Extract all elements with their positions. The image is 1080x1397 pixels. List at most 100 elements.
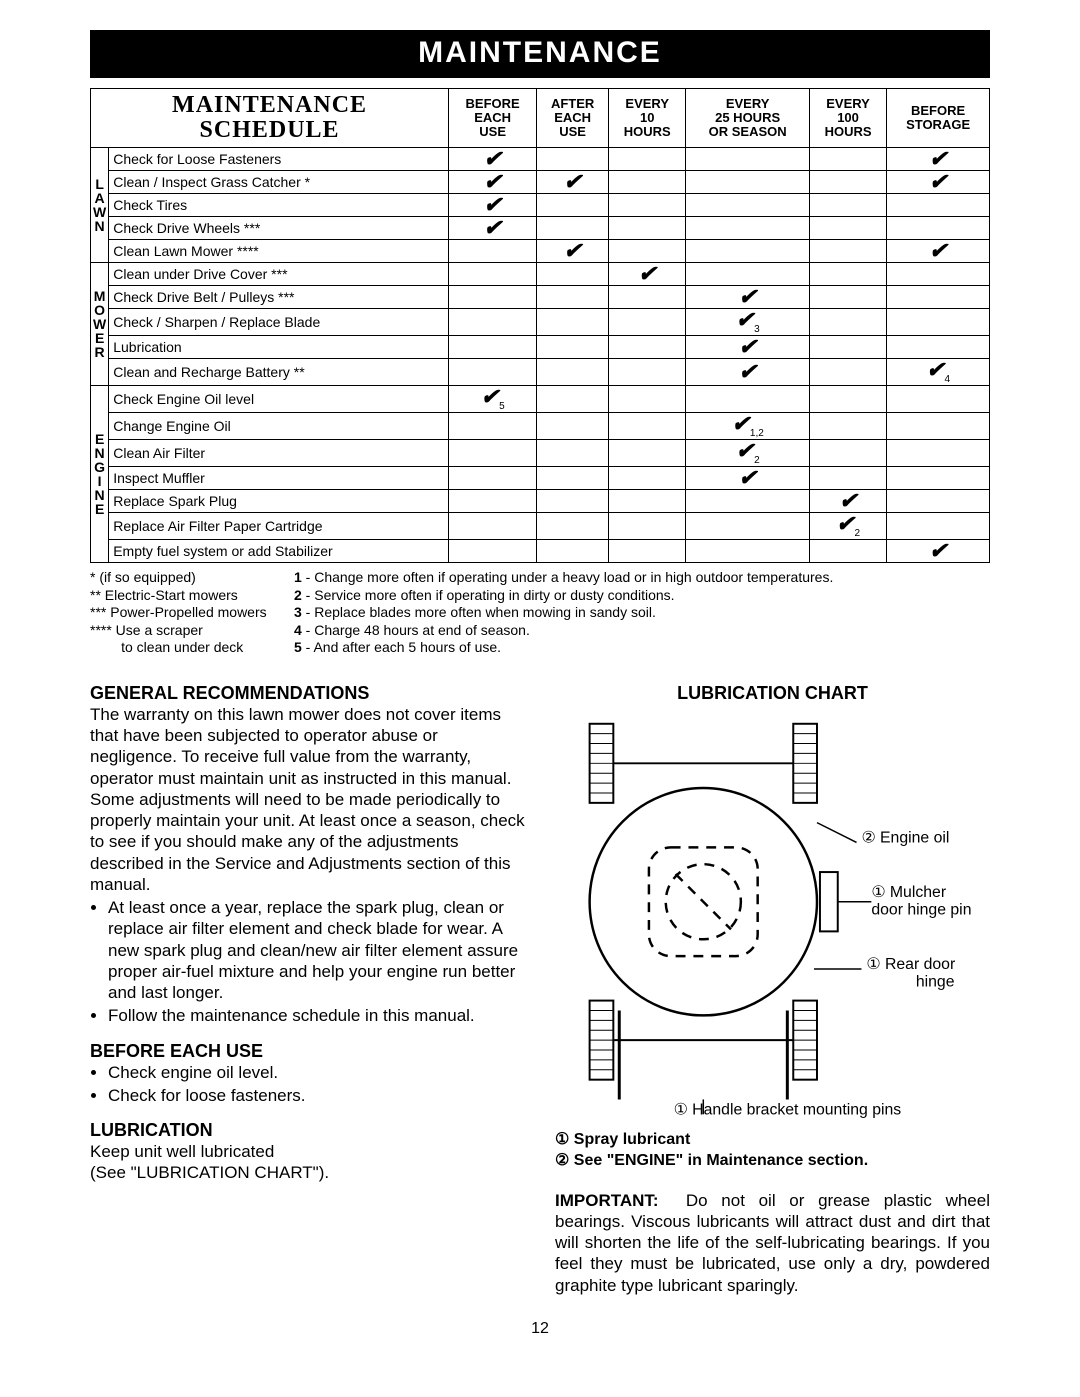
table-row: Replace Air Filter Paper Cartridge✔2 bbox=[91, 513, 990, 540]
check-cell bbox=[537, 309, 609, 336]
check-cell bbox=[887, 217, 990, 240]
check-cell bbox=[887, 309, 990, 336]
check-cell bbox=[609, 194, 686, 217]
schedule-title-line1: MAINTENANCE bbox=[172, 92, 367, 118]
lubrication-heading: LUBRICATION bbox=[90, 1120, 525, 1141]
task-cell: Empty fuel system or add Stabilizer bbox=[109, 540, 449, 563]
check-cell bbox=[609, 286, 686, 309]
chart-heading: LUBRICATION CHART bbox=[555, 683, 990, 704]
table-row: Clean and Recharge Battery ** ✔ ✔4 bbox=[91, 359, 990, 386]
check-cell bbox=[537, 359, 609, 386]
check-cell bbox=[449, 440, 537, 467]
footnotes-block: * (if so equipped)** Electric-Start mowe… bbox=[90, 569, 990, 657]
table-row: Clean Air Filter✔2 bbox=[91, 440, 990, 467]
check-cell: ✔5 bbox=[449, 386, 537, 413]
table-row: Check / Sharpen / Replace Blade✔3 bbox=[91, 309, 990, 336]
group-label: MOWER bbox=[91, 263, 109, 386]
general-bullets: At least once a year, replace the spark … bbox=[108, 897, 525, 1027]
table-row: Inspect Muffler✔ bbox=[91, 467, 990, 490]
footnote: 1 - Change more often if operating under… bbox=[294, 569, 990, 587]
check-cell bbox=[537, 148, 609, 171]
before-each-use-bullets: Check engine oil level.Check for loose f… bbox=[108, 1062, 525, 1107]
callout-mulcher: ① Mulcher bbox=[871, 884, 946, 901]
task-cell: Inspect Muffler bbox=[109, 467, 449, 490]
check-cell: ✔ bbox=[686, 359, 810, 386]
check-cell: ✔ bbox=[887, 540, 990, 563]
table-row: Lubrication ✔ bbox=[91, 336, 990, 359]
task-cell: Clean and Recharge Battery ** bbox=[109, 359, 449, 386]
check-cell: ✔2 bbox=[686, 440, 810, 467]
callout-engine-oil: ② Engine oil bbox=[861, 829, 949, 846]
check-cell bbox=[449, 513, 537, 540]
check-cell bbox=[686, 148, 810, 171]
page-number: 12 bbox=[90, 1320, 990, 1338]
check-cell bbox=[809, 386, 886, 413]
check-cell bbox=[609, 240, 686, 263]
chart-legend: ① Spray lubricant ② See "ENGINE" in Main… bbox=[555, 1130, 990, 1172]
check-cell bbox=[809, 336, 886, 359]
maintenance-banner: MAINTENANCE bbox=[90, 30, 990, 78]
check-cell bbox=[809, 440, 886, 467]
table-row: ENGINECheck Engine Oil level✔5 bbox=[91, 386, 990, 413]
callout-rear-door: ① Rear door bbox=[866, 956, 955, 973]
check-cell bbox=[686, 194, 810, 217]
check-cell bbox=[537, 513, 609, 540]
footnote: to clean under deck bbox=[90, 639, 270, 657]
general-text: The warranty on this lawn mower does not… bbox=[90, 704, 525, 895]
check-cell bbox=[609, 513, 686, 540]
schedule-title: MAINTENANCE SCHEDULE bbox=[91, 89, 449, 148]
footnote: 3 - Replace blades more often when mowin… bbox=[294, 604, 990, 622]
check-cell: ✔4 bbox=[887, 359, 990, 386]
check-cell bbox=[449, 263, 537, 286]
task-cell: Clean / Inspect Grass Catcher * bbox=[109, 171, 449, 194]
check-cell bbox=[887, 194, 990, 217]
check-cell bbox=[887, 413, 990, 440]
check-cell bbox=[609, 309, 686, 336]
important-label: IMPORTANT: bbox=[555, 1191, 659, 1210]
check-cell: ✔ bbox=[609, 263, 686, 286]
footnotes-left: * (if so equipped)** Electric-Start mowe… bbox=[90, 569, 270, 657]
table-row: Clean / Inspect Grass Catcher *✔✔✔ bbox=[91, 171, 990, 194]
task-cell: Check Drive Belt / Pulleys *** bbox=[109, 286, 449, 309]
legend-2: ② See "ENGINE" in Maintenance section. bbox=[555, 1152, 868, 1169]
check-cell bbox=[537, 286, 609, 309]
check-cell: ✔ bbox=[449, 217, 537, 240]
task-cell: Lubrication bbox=[109, 336, 449, 359]
task-cell: Replace Air Filter Paper Cartridge bbox=[109, 513, 449, 540]
left-column: GENERAL RECOMMENDATIONS The warranty on … bbox=[90, 679, 525, 1298]
check-cell bbox=[809, 171, 886, 194]
check-cell bbox=[449, 467, 537, 490]
before-each-use-heading: BEFORE EACH USE bbox=[90, 1041, 525, 1062]
check-cell bbox=[609, 148, 686, 171]
check-cell bbox=[449, 540, 537, 563]
table-row: Empty fuel system or add Stabilizer ✔ bbox=[91, 540, 990, 563]
task-cell: Check Drive Wheels *** bbox=[109, 217, 449, 240]
check-cell bbox=[537, 336, 609, 359]
check-cell bbox=[809, 148, 886, 171]
check-cell bbox=[809, 413, 886, 440]
check-cell bbox=[537, 217, 609, 240]
check-cell: ✔ bbox=[686, 336, 810, 359]
check-cell: ✔ bbox=[537, 171, 609, 194]
task-cell: Clean Lawn Mower **** bbox=[109, 240, 449, 263]
body-columns: GENERAL RECOMMENDATIONS The warranty on … bbox=[90, 679, 990, 1298]
callout-rear-door-2: hinge bbox=[916, 974, 955, 991]
task-cell: Check Engine Oil level bbox=[109, 386, 449, 413]
list-item: Check for loose fasteners. bbox=[108, 1085, 525, 1106]
right-column: LUBRICATION CHART bbox=[555, 679, 990, 1298]
check-cell bbox=[537, 263, 609, 286]
check-cell bbox=[449, 240, 537, 263]
check-cell: ✔ bbox=[449, 194, 537, 217]
check-cell bbox=[887, 490, 990, 513]
check-cell bbox=[686, 490, 810, 513]
check-cell bbox=[686, 217, 810, 240]
check-cell bbox=[609, 490, 686, 513]
legend-1: ① Spray lubricant bbox=[555, 1131, 690, 1148]
callout-handle: ① Handle bracket mounting pins bbox=[674, 1101, 902, 1118]
check-cell bbox=[449, 336, 537, 359]
check-cell bbox=[537, 413, 609, 440]
check-cell bbox=[537, 386, 609, 413]
check-cell: ✔ bbox=[887, 148, 990, 171]
callout-mulcher-2: door hinge pin bbox=[871, 901, 971, 918]
check-cell bbox=[686, 513, 810, 540]
